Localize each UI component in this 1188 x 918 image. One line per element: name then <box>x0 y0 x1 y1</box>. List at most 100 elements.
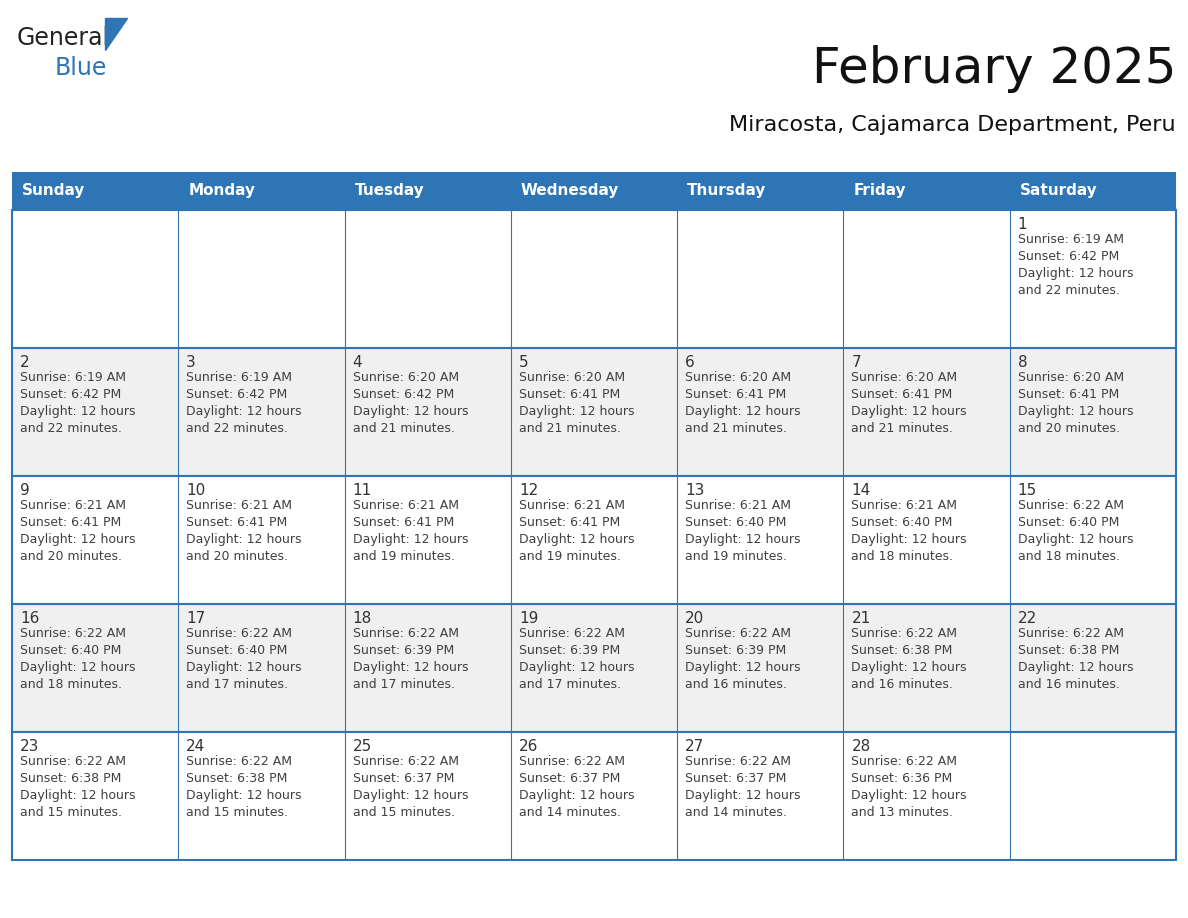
Bar <box>178 732 345 860</box>
Text: 10: 10 <box>187 483 206 498</box>
Text: Sunrise: 6:22 AM
Sunset: 6:38 PM
Daylight: 12 hours
and 16 minutes.: Sunrise: 6:22 AM Sunset: 6:38 PM Dayligh… <box>1018 627 1133 691</box>
Text: 18: 18 <box>353 611 372 626</box>
Bar <box>511 604 677 732</box>
Bar <box>1010 732 1176 860</box>
Bar <box>843 732 1010 860</box>
Text: Sunrise: 6:20 AM
Sunset: 6:41 PM
Daylight: 12 hours
and 21 minutes.: Sunrise: 6:20 AM Sunset: 6:41 PM Dayligh… <box>519 371 634 435</box>
Text: Sunrise: 6:21 AM
Sunset: 6:41 PM
Daylight: 12 hours
and 19 minutes.: Sunrise: 6:21 AM Sunset: 6:41 PM Dayligh… <box>519 499 634 563</box>
Bar <box>511 476 677 604</box>
Text: Sunrise: 6:22 AM
Sunset: 6:37 PM
Daylight: 12 hours
and 14 minutes.: Sunrise: 6:22 AM Sunset: 6:37 PM Dayligh… <box>519 755 634 819</box>
Text: Sunrise: 6:21 AM
Sunset: 6:40 PM
Daylight: 12 hours
and 19 minutes.: Sunrise: 6:21 AM Sunset: 6:40 PM Dayligh… <box>685 499 801 563</box>
Bar <box>511 348 677 476</box>
Bar <box>677 476 843 604</box>
Text: 9: 9 <box>20 483 30 498</box>
Text: 6: 6 <box>685 355 695 370</box>
Text: 13: 13 <box>685 483 704 498</box>
Text: 2: 2 <box>20 355 30 370</box>
Bar <box>1010 604 1176 732</box>
Bar <box>677 210 843 348</box>
Bar <box>511 172 677 210</box>
Text: 16: 16 <box>20 611 39 626</box>
Text: 28: 28 <box>852 739 871 754</box>
Text: Sunrise: 6:22 AM
Sunset: 6:38 PM
Daylight: 12 hours
and 15 minutes.: Sunrise: 6:22 AM Sunset: 6:38 PM Dayligh… <box>187 755 302 819</box>
Text: Friday: Friday <box>853 184 906 198</box>
Text: 14: 14 <box>852 483 871 498</box>
Bar <box>511 210 677 348</box>
Bar <box>1010 476 1176 604</box>
Bar <box>843 604 1010 732</box>
Bar <box>677 732 843 860</box>
Bar <box>345 732 511 860</box>
Text: 19: 19 <box>519 611 538 626</box>
Text: Saturday: Saturday <box>1019 184 1098 198</box>
Text: Sunrise: 6:20 AM
Sunset: 6:41 PM
Daylight: 12 hours
and 21 minutes.: Sunrise: 6:20 AM Sunset: 6:41 PM Dayligh… <box>852 371 967 435</box>
Bar <box>511 732 677 860</box>
Text: Sunrise: 6:22 AM
Sunset: 6:40 PM
Daylight: 12 hours
and 18 minutes.: Sunrise: 6:22 AM Sunset: 6:40 PM Dayligh… <box>1018 499 1133 563</box>
Bar <box>12 172 178 210</box>
Text: Sunrise: 6:22 AM
Sunset: 6:39 PM
Daylight: 12 hours
and 16 minutes.: Sunrise: 6:22 AM Sunset: 6:39 PM Dayligh… <box>685 627 801 691</box>
Bar <box>345 476 511 604</box>
Text: Sunrise: 6:22 AM
Sunset: 6:37 PM
Daylight: 12 hours
and 15 minutes.: Sunrise: 6:22 AM Sunset: 6:37 PM Dayligh… <box>353 755 468 819</box>
Bar <box>12 210 178 348</box>
Text: Sunrise: 6:21 AM
Sunset: 6:41 PM
Daylight: 12 hours
and 20 minutes.: Sunrise: 6:21 AM Sunset: 6:41 PM Dayligh… <box>187 499 302 563</box>
Text: 22: 22 <box>1018 611 1037 626</box>
Bar <box>1010 172 1176 210</box>
Text: Sunrise: 6:22 AM
Sunset: 6:36 PM
Daylight: 12 hours
and 13 minutes.: Sunrise: 6:22 AM Sunset: 6:36 PM Dayligh… <box>852 755 967 819</box>
Text: Tuesday: Tuesday <box>354 184 424 198</box>
Bar <box>345 604 511 732</box>
Text: Sunrise: 6:22 AM
Sunset: 6:40 PM
Daylight: 12 hours
and 17 minutes.: Sunrise: 6:22 AM Sunset: 6:40 PM Dayligh… <box>187 627 302 691</box>
Text: 5: 5 <box>519 355 529 370</box>
Bar <box>12 604 178 732</box>
Text: 3: 3 <box>187 355 196 370</box>
Text: Sunrise: 6:20 AM
Sunset: 6:42 PM
Daylight: 12 hours
and 21 minutes.: Sunrise: 6:20 AM Sunset: 6:42 PM Dayligh… <box>353 371 468 435</box>
Text: 21: 21 <box>852 611 871 626</box>
Text: 4: 4 <box>353 355 362 370</box>
Bar <box>178 476 345 604</box>
Bar <box>345 348 511 476</box>
Text: 25: 25 <box>353 739 372 754</box>
Bar <box>677 604 843 732</box>
Text: 23: 23 <box>20 739 39 754</box>
Bar <box>178 604 345 732</box>
Bar <box>677 348 843 476</box>
Bar <box>178 210 345 348</box>
Text: Sunrise: 6:19 AM
Sunset: 6:42 PM
Daylight: 12 hours
and 22 minutes.: Sunrise: 6:19 AM Sunset: 6:42 PM Dayligh… <box>187 371 302 435</box>
Text: Sunrise: 6:19 AM
Sunset: 6:42 PM
Daylight: 12 hours
and 22 minutes.: Sunrise: 6:19 AM Sunset: 6:42 PM Dayligh… <box>1018 233 1133 297</box>
Text: 26: 26 <box>519 739 538 754</box>
Bar <box>178 172 345 210</box>
Text: 27: 27 <box>685 739 704 754</box>
Text: Sunrise: 6:20 AM
Sunset: 6:41 PM
Daylight: 12 hours
and 21 minutes.: Sunrise: 6:20 AM Sunset: 6:41 PM Dayligh… <box>685 371 801 435</box>
Text: Sunrise: 6:22 AM
Sunset: 6:39 PM
Daylight: 12 hours
and 17 minutes.: Sunrise: 6:22 AM Sunset: 6:39 PM Dayligh… <box>519 627 634 691</box>
Bar <box>1010 348 1176 476</box>
Text: Sunrise: 6:19 AM
Sunset: 6:42 PM
Daylight: 12 hours
and 22 minutes.: Sunrise: 6:19 AM Sunset: 6:42 PM Dayligh… <box>20 371 135 435</box>
Text: Thursday: Thursday <box>687 184 766 198</box>
Bar <box>843 476 1010 604</box>
Text: 7: 7 <box>852 355 861 370</box>
Text: Sunrise: 6:22 AM
Sunset: 6:38 PM
Daylight: 12 hours
and 15 minutes.: Sunrise: 6:22 AM Sunset: 6:38 PM Dayligh… <box>20 755 135 819</box>
Text: Monday: Monday <box>188 184 255 198</box>
Text: Sunrise: 6:21 AM
Sunset: 6:41 PM
Daylight: 12 hours
and 20 minutes.: Sunrise: 6:21 AM Sunset: 6:41 PM Dayligh… <box>20 499 135 563</box>
Text: 17: 17 <box>187 611 206 626</box>
Text: Sunrise: 6:22 AM
Sunset: 6:39 PM
Daylight: 12 hours
and 17 minutes.: Sunrise: 6:22 AM Sunset: 6:39 PM Dayligh… <box>353 627 468 691</box>
Text: Sunrise: 6:21 AM
Sunset: 6:41 PM
Daylight: 12 hours
and 19 minutes.: Sunrise: 6:21 AM Sunset: 6:41 PM Dayligh… <box>353 499 468 563</box>
Text: Sunrise: 6:22 AM
Sunset: 6:40 PM
Daylight: 12 hours
and 18 minutes.: Sunrise: 6:22 AM Sunset: 6:40 PM Dayligh… <box>20 627 135 691</box>
Bar <box>843 210 1010 348</box>
Bar <box>12 732 178 860</box>
Text: February 2025: February 2025 <box>811 45 1176 93</box>
Text: Sunday: Sunday <box>23 184 86 198</box>
Text: 1: 1 <box>1018 217 1028 232</box>
Bar <box>178 348 345 476</box>
Text: General: General <box>17 26 110 50</box>
Bar <box>1010 210 1176 348</box>
Text: Sunrise: 6:21 AM
Sunset: 6:40 PM
Daylight: 12 hours
and 18 minutes.: Sunrise: 6:21 AM Sunset: 6:40 PM Dayligh… <box>852 499 967 563</box>
Text: Miracosta, Cajamarca Department, Peru: Miracosta, Cajamarca Department, Peru <box>729 115 1176 135</box>
Text: 20: 20 <box>685 611 704 626</box>
Text: 15: 15 <box>1018 483 1037 498</box>
Bar <box>12 348 178 476</box>
Text: Blue: Blue <box>55 56 107 80</box>
Text: Wednesday: Wednesday <box>520 184 619 198</box>
Bar <box>345 172 511 210</box>
Text: Sunrise: 6:20 AM
Sunset: 6:41 PM
Daylight: 12 hours
and 20 minutes.: Sunrise: 6:20 AM Sunset: 6:41 PM Dayligh… <box>1018 371 1133 435</box>
Bar <box>345 210 511 348</box>
Bar <box>843 348 1010 476</box>
